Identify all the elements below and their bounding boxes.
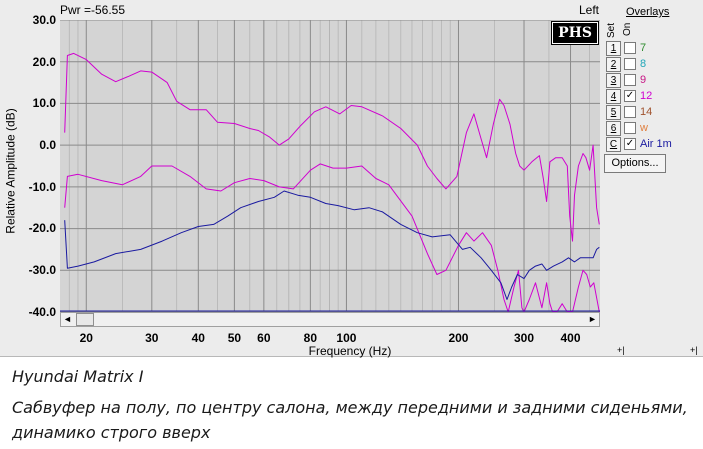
horizontal-scrollbar[interactable]: ◄ ► <box>60 312 600 327</box>
series-line-0 <box>64 52 600 242</box>
x-tick-label: 100 <box>336 331 357 345</box>
y-tick-label: 10.0 <box>32 96 56 110</box>
set-column-header: Set <box>606 22 617 38</box>
scroll-thumb[interactable] <box>76 313 94 326</box>
expand-left-icon[interactable]: +| <box>617 345 625 355</box>
overlay-on-checkbox[interactable] <box>624 106 636 118</box>
overlay-name: 14 <box>640 106 653 118</box>
y-axis-label-container: Relative Amplitude (dB) <box>3 30 19 315</box>
y-axis-label: Relative Amplitude (dB) <box>3 108 18 234</box>
x-tick-label: 80 <box>303 331 318 345</box>
overlay-name: 8 <box>640 58 647 70</box>
overlay-set-button[interactable]: 4 <box>606 89 621 104</box>
y-tick-label: 30.0 <box>32 13 56 27</box>
power-readout: Pwr =-56.55 <box>60 3 126 17</box>
overlay-set-button[interactable]: 6 <box>606 121 621 136</box>
overlay-on-checkbox[interactable] <box>624 74 636 86</box>
y-tick-label: -40.0 <box>28 305 56 319</box>
overlay-on-checkbox[interactable]: ✓ <box>624 90 636 102</box>
expand-right-icon[interactable]: +| <box>690 345 698 355</box>
on-column-header: On <box>622 22 633 36</box>
scroll-right-arrow-icon[interactable]: ► <box>588 314 597 324</box>
x-tick-label: 60 <box>257 331 271 345</box>
phs-logo: PHS <box>551 21 599 45</box>
y-tick-label: 0.0 <box>39 138 56 152</box>
series-line-2 <box>64 190 600 300</box>
chart-canvas <box>60 19 600 313</box>
series-line-1 <box>64 163 600 313</box>
options-button[interactable]: Options... <box>604 154 666 173</box>
caption-title: Hyundai Matrix I <box>12 367 144 386</box>
overlay-name: 9 <box>640 74 647 86</box>
x-tick-label: 200 <box>448 331 469 345</box>
overlay-on-checkbox[interactable]: ✓ <box>624 138 636 150</box>
caption-description: Сабвуфер на полу, по центру салона, межд… <box>12 398 688 442</box>
y-tick-label: 20.0 <box>32 55 56 69</box>
overlay-set-button[interactable]: 5 <box>606 105 621 120</box>
x-tick-label: 40 <box>191 331 205 345</box>
overlay-name: Air 1m <box>640 138 672 150</box>
overlay-set-button[interactable]: 3 <box>606 73 621 88</box>
overlay-on-checkbox[interactable] <box>624 42 636 54</box>
overlay-name: 7 <box>640 42 647 54</box>
overlay-set-button[interactable]: 2 <box>606 57 621 72</box>
overlay-set-button[interactable]: C <box>606 137 621 152</box>
channel-label: Left <box>578 3 599 17</box>
x-tick-label: 30 <box>145 331 159 345</box>
overlay-on-checkbox[interactable] <box>624 122 636 134</box>
overlay-name: w <box>640 122 648 134</box>
x-tick-label: 400 <box>560 331 581 345</box>
overlay-on-checkbox[interactable] <box>624 58 636 70</box>
x-tick-label: 20 <box>79 331 93 345</box>
overlay-set-button[interactable]: 1 <box>606 41 621 56</box>
x-tick-label: 50 <box>227 331 242 345</box>
y-tick-label: -20.0 <box>28 221 56 235</box>
x-tick-label: 300 <box>514 331 535 345</box>
scroll-left-arrow-icon[interactable]: ◄ <box>63 314 72 324</box>
overlay-name: 12 <box>640 90 653 102</box>
y-tick-label: -30.0 <box>28 263 56 277</box>
analyzer-window: Pwr =-56.55 Left Relative Amplitude (dB)… <box>0 0 703 358</box>
y-tick-label: -10.0 <box>28 180 56 194</box>
overlays-title: Overlays <box>626 6 670 18</box>
x-axis-label: Frequency (Hz) <box>308 344 392 358</box>
frequency-response-plot[interactable] <box>60 19 600 313</box>
